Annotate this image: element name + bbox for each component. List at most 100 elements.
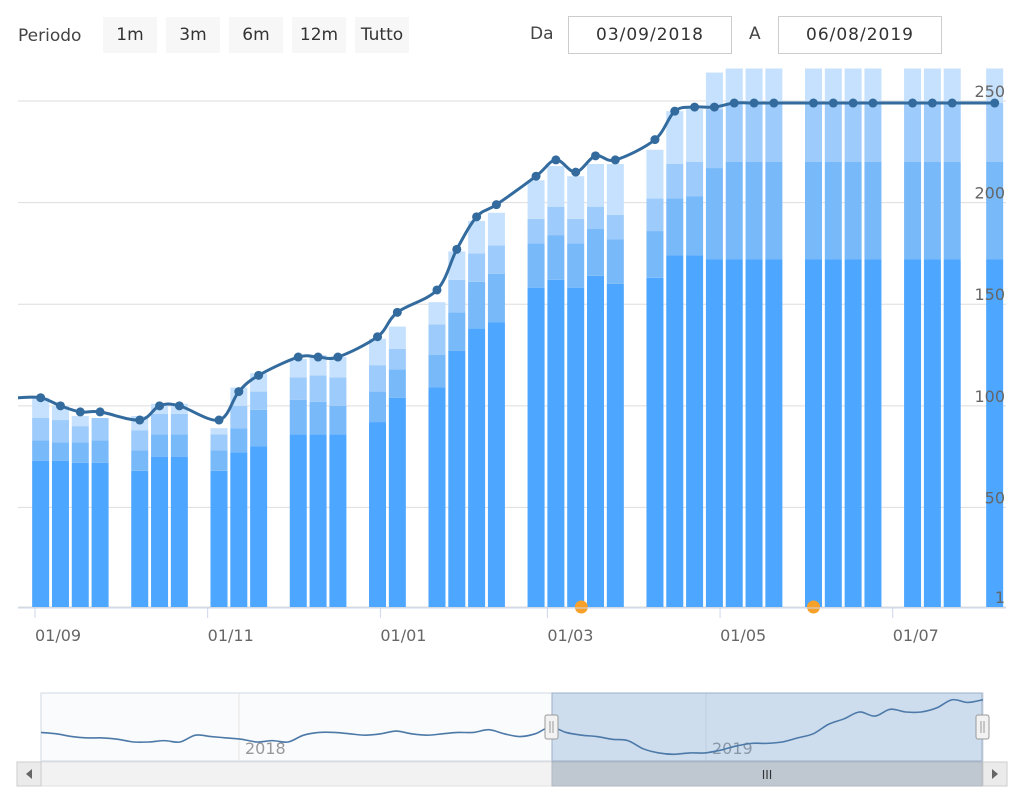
bar-segment [388,348,406,370]
bar-segment [250,446,268,607]
bar-segment [289,359,307,378]
navigator-handle-right[interactable] [975,714,990,740]
line-point [990,98,1000,108]
stacked-bars [32,68,1004,607]
bar-segment [567,218,585,244]
bar-segment [943,68,961,104]
bar-segment [824,103,842,162]
line-point [828,98,838,108]
from-date-input[interactable]: 03/09/2018 [568,16,732,54]
bar-segment [904,68,922,104]
bar-segment [448,312,466,351]
bar-segment [804,68,822,104]
range-button-3m[interactable]: 3m [166,17,220,53]
bar-segment [32,440,50,461]
bar-segment [666,255,684,607]
navigator[interactable]: 2018 2019 [40,692,990,762]
flag-marker [806,600,820,614]
bar-segment [71,426,89,443]
bar-segment [646,231,664,278]
line-point [709,102,719,112]
line-point [769,98,779,108]
bar-segment [32,418,50,441]
line-point [55,401,65,411]
bar-segment [309,434,327,607]
bar-segment [943,103,961,162]
y-tick-label: 50 [985,488,1005,507]
bar-segment [151,413,169,435]
navigator-selected-range[interactable] [551,692,983,762]
bar-segment [705,259,723,607]
bar-segment [923,161,941,260]
bar-segment [210,450,228,471]
bar-segment [587,206,605,230]
bar-segment [51,460,69,607]
bar-segment [646,198,664,232]
scrollbar[interactable]: III [16,761,1008,787]
bar-segment [428,324,446,356]
y-tick-label: 150 [974,285,1005,304]
scrollbar-grip-icon: III [762,768,773,782]
bar-segment [487,245,505,274]
bar-segment [923,259,941,607]
line-point [293,352,303,362]
line-points [36,98,1000,425]
navigator-handle-left[interactable] [544,714,559,740]
line-point [254,370,264,380]
bar-segment [151,456,169,607]
line-point [571,167,581,177]
scroll-left-arrow-icon [26,769,32,779]
bar-segment [369,391,387,423]
bar-segment [587,229,605,276]
from-label: Da [530,24,554,44]
bar-segment [210,434,228,451]
bar-segment [91,462,109,607]
line-point [472,212,482,222]
scrollbar-thumb[interactable] [551,761,983,787]
line-point [808,98,818,108]
bar-segment [468,220,486,254]
range-button-6m[interactable]: 6m [229,17,283,53]
bar-segment [986,68,1004,104]
bar-segment [666,198,684,256]
bar-segment [329,405,347,435]
bar-segment [686,255,704,607]
line-point [591,151,601,161]
bar-segment [468,253,486,282]
bar-segment [230,405,248,429]
bar-segment [388,369,406,398]
bar-segment [686,161,704,197]
flag-markers [574,600,820,614]
bar-segment [547,235,565,280]
bar-segment [844,259,862,607]
range-button-all[interactable]: Tutto [355,17,409,53]
navigator-label-2018: 2018 [245,739,286,758]
bar-segment [745,68,763,104]
line-series [17,101,995,422]
bar-segment [864,259,882,607]
line-point [908,98,918,108]
bar-segment [329,434,347,607]
range-button-1m[interactable]: 1m [103,17,157,53]
bar-segment [824,68,842,104]
line-point [848,98,858,108]
bar-segment [567,287,585,607]
to-date-input[interactable]: 06/08/2019 [778,16,942,54]
bar-segment [329,377,347,406]
bar-segment [527,218,545,244]
range-button-12m[interactable]: 12m [292,17,346,53]
bar-segment [904,161,922,260]
bar-segment [487,273,505,323]
line-point [95,407,105,417]
bar-segment [170,413,188,435]
bar-segment [567,243,585,288]
x-axis: 01/09 01/11 01/01 01/03 01/05 01/07 [18,607,1006,645]
bar-segment [567,176,585,219]
bar-segment [369,338,387,366]
bar-segment [51,442,69,461]
bar-segment [986,161,1004,260]
bar-segment [705,168,723,260]
y-tick-label: 200 [974,184,1005,203]
bar-segment [527,180,545,219]
